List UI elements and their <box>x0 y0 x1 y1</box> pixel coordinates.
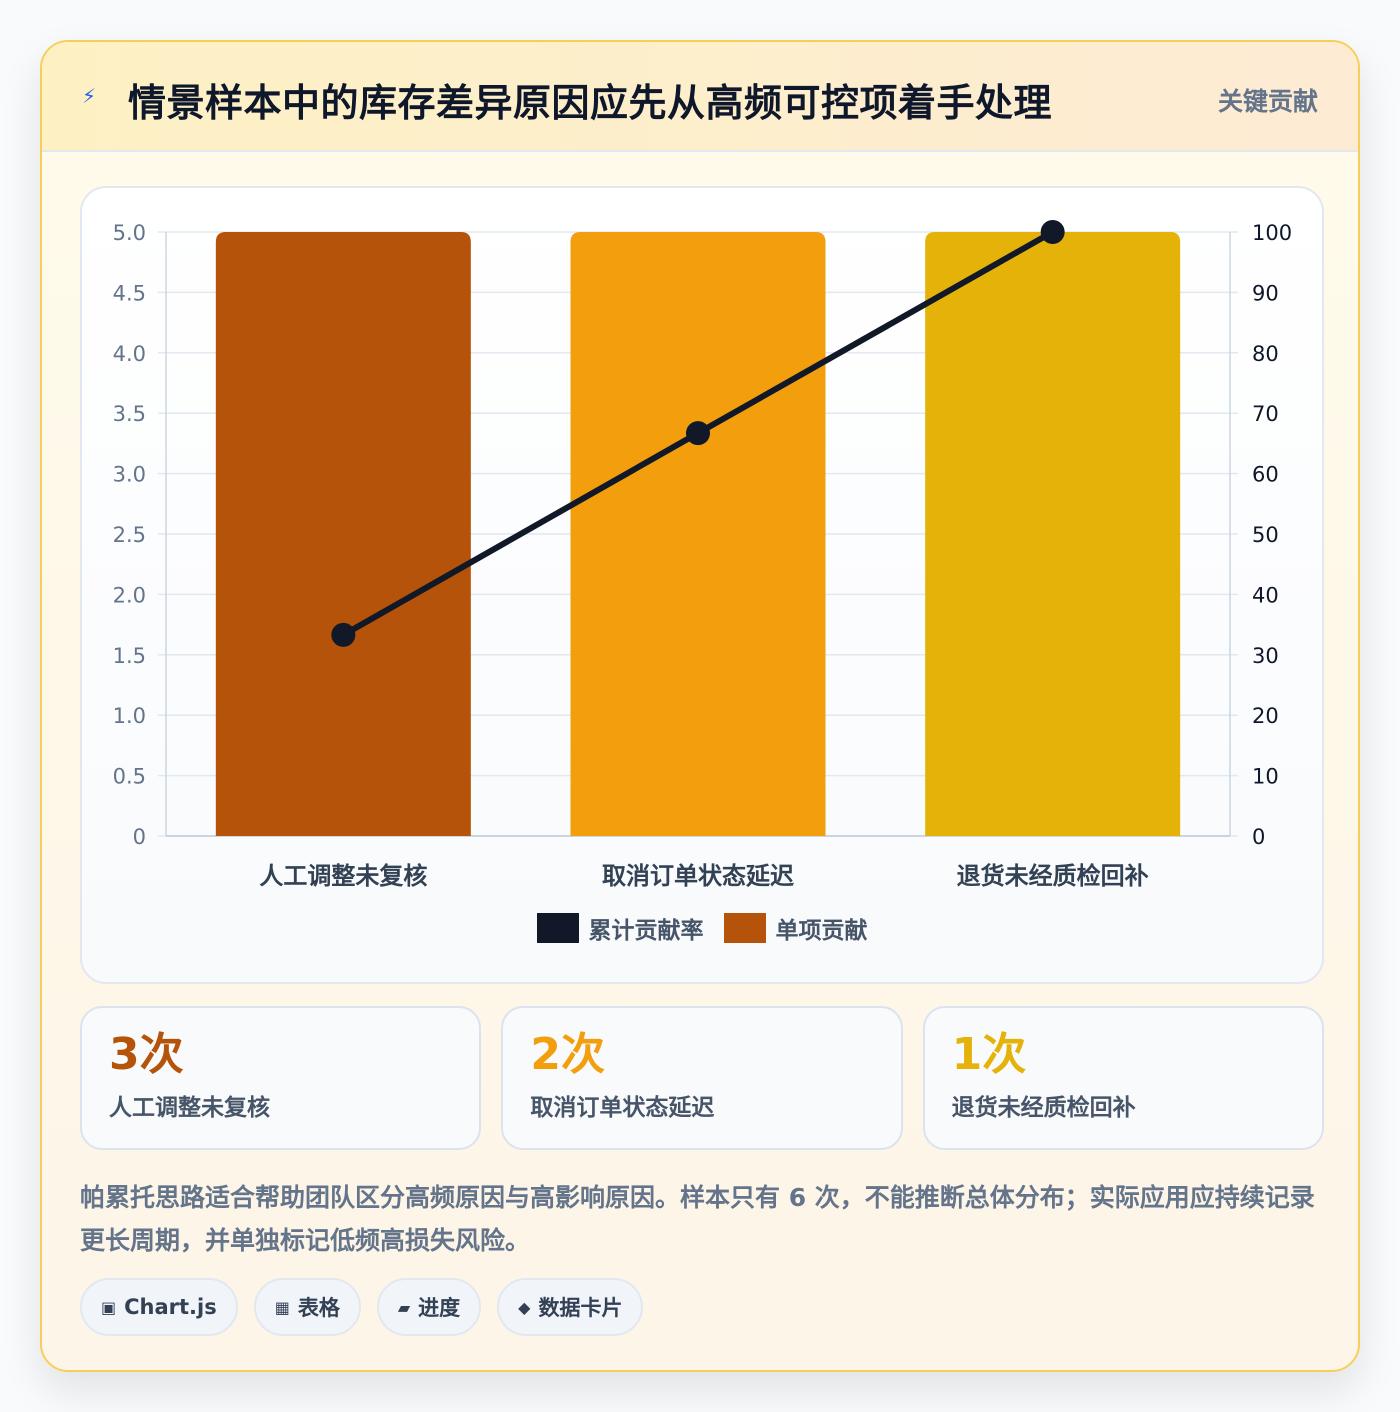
y-left-tick-label: 0.5 <box>113 765 146 789</box>
data-card-icon: ◆ <box>518 1297 531 1317</box>
bar-2 <box>570 232 826 836</box>
y-right-tick-label: 50 <box>1252 523 1279 547</box>
x-tick-label: 退货未经质检回补 <box>957 862 1149 890</box>
stat-value: 2次 <box>530 1029 605 1080</box>
feature-chips: ▣ Chart.js ▦ 表格 ▰ 进度 ◆ 数据卡片 <box>80 1278 644 1336</box>
cumulative-point <box>686 421 710 446</box>
stat-card: 2次取消订单状态延迟 <box>501 1006 903 1150</box>
y-left-tick-label: 2.0 <box>113 583 146 607</box>
y-left-tick-label: 4.5 <box>113 281 146 305</box>
pareto-chart: 0 0.5 1.0 1.5 2.0 2.5 3.0 3.5 4.0 4.5 5.0 0 10 20 30 40… <box>113 220 1292 890</box>
cumulative-point <box>1040 220 1065 244</box>
y-right-tick-label: 70 <box>1252 402 1279 426</box>
stat-card: 1次退货未经质检回补 <box>922 1006 1324 1150</box>
y-right-tick-label: 90 <box>1252 281 1279 305</box>
lightning-icon: ⚡ <box>82 84 97 108</box>
x-tick-label: 取消订单状态延迟 <box>602 862 794 890</box>
report-card: ⚡ 情景样本中的库存差异原因应先从高频可控项着手处理 关键贡献 0 0.5 1.0 1… <box>40 40 1360 1372</box>
chip-data-card[interactable]: ◆ 数据卡片 <box>497 1278 644 1336</box>
chip-label: 数据卡片 <box>538 1296 623 1320</box>
chart-legend: 累计贡献率 单项贡献 <box>82 910 1322 946</box>
stat-card: 3次人工调整未复核 <box>80 1006 482 1150</box>
page-title: 情景样本中的库存差异原因应先从高频可控项着手处理 <box>128 81 1053 125</box>
legend-label: 累计贡献率 <box>588 918 704 944</box>
y-right-tick-label: 100 <box>1252 221 1292 245</box>
stat-label: 退货未经质检回补 <box>951 1095 1136 1122</box>
y-left-tick-label: 2.5 <box>113 523 146 547</box>
stat-value: 1次 <box>951 1029 1027 1080</box>
chip-table[interactable]: ▦ 表格 <box>253 1278 361 1336</box>
y-right-tick-label: 30 <box>1252 644 1279 668</box>
y-right-tick-label: 80 <box>1252 342 1279 366</box>
summary-note: 帕累托思路适合帮助团队区分高频原因与高影响原因。样本只有 6 次，不能推断总体分… <box>80 1183 1315 1255</box>
stat-value: 3次 <box>109 1029 184 1080</box>
legend-label: 单项贡献 <box>775 918 868 944</box>
chip-label: 表格 <box>297 1296 340 1320</box>
header-tag: 关键贡献 <box>1217 87 1318 116</box>
y-left-tick-label: 1.5 <box>113 644 146 668</box>
y-right-tick-label: 40 <box>1252 583 1279 607</box>
chip-chart[interactable]: ▣ Chart.js <box>80 1278 238 1336</box>
stat-label: 取消订单状态延迟 <box>530 1095 715 1122</box>
cumulative-point <box>331 622 356 647</box>
chip-label: 进度 <box>418 1296 461 1320</box>
legend-swatch <box>536 913 579 943</box>
bar-1 <box>215 232 471 836</box>
y-left-tick-label: 5.0 <box>113 221 146 245</box>
stat-label: 人工调整未复核 <box>109 1095 270 1122</box>
table-icon: ▦ <box>274 1297 290 1317</box>
stat-cards: 3次 人工调整未复核 2次 取消订单状态延迟 1次 退货未经质检回补 <box>80 1006 1324 1150</box>
legend-item[interactable]: 单项贡献 <box>723 911 868 945</box>
x-tick-label: 人工调整未复核 <box>259 862 427 890</box>
y-right-tick-label: 0 <box>1252 825 1265 849</box>
chart-panel: 0 0.5 1.0 1.5 2.0 2.5 3.0 3.5 4.0 4.5 5.0 0 10 20 30 40… <box>80 186 1324 984</box>
legend-swatch <box>723 913 766 943</box>
y-right-tick-label: 60 <box>1252 463 1279 487</box>
y-right-tick-label: 10 <box>1252 765 1279 789</box>
bar-3 <box>925 232 1181 836</box>
chip-progress[interactable]: ▰ 进度 <box>376 1278 482 1336</box>
chart-icon: ▣ <box>101 1297 117 1317</box>
y-left-tick-label: 0 <box>133 825 146 849</box>
y-left-tick-label: 1.0 <box>113 704 146 728</box>
chip-label: Chart.js <box>124 1295 217 1319</box>
card-header: ⚡ 情景样本中的库存差异原因应先从高频可控项着手处理 关键贡献 <box>42 42 1358 152</box>
legend-item[interactable]: 累计贡献率 <box>536 911 704 945</box>
y-left-tick-label: 3.5 <box>113 402 146 426</box>
y-left-tick-label: 3.0 <box>113 463 146 487</box>
y-right-tick-label: 20 <box>1252 704 1279 728</box>
progress-icon: ▰ <box>397 1297 411 1317</box>
y-left-tick-label: 4.0 <box>113 342 146 366</box>
